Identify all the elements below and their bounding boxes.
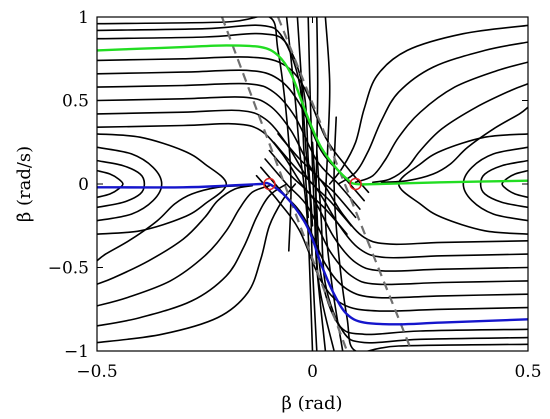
y-tick-label: 0 (78, 175, 89, 195)
trajectory-line (285, 17, 314, 351)
trajectory-line (380, 106, 528, 184)
trajectory-line (97, 109, 353, 227)
trajectory-line (97, 184, 245, 262)
trajectory-line (97, 17, 292, 252)
trajectory-line (268, 149, 528, 272)
trajectory-line (97, 82, 361, 210)
trajectory-line (315, 17, 335, 351)
x-tick-label: −0.5 (76, 362, 117, 382)
trajectory-line (272, 141, 528, 259)
x-tick-label: 0 (307, 362, 318, 382)
saddle-point-marker (263, 177, 276, 191)
green-manifold-curve (97, 44, 528, 186)
x-axis-label: β (rad) (281, 393, 342, 414)
trajectory-line (97, 32, 314, 227)
blue-manifold-curve (97, 181, 528, 326)
trajectory-line (372, 83, 528, 184)
trajectory-line (97, 184, 253, 285)
trajectory-line (97, 183, 297, 344)
trajectory-layer (97, 17, 528, 351)
trajectory-line (97, 183, 288, 327)
y-axis-label: β̇ (rad/s) (14, 146, 35, 222)
tick-layer: −0.5 0 0.5−1−0.500.51 (48, 8, 542, 382)
manifold-curve-layer (97, 44, 528, 326)
trajectory-line (501, 169, 528, 199)
saddle-marker-layer (263, 177, 362, 191)
trajectory-line (337, 41, 528, 185)
trajectory-line (462, 146, 528, 222)
trajectory-line (97, 169, 124, 199)
trajectory-line (97, 96, 357, 219)
trajectory-line (264, 158, 528, 286)
trajectory-line (97, 133, 228, 235)
trajectory-line (97, 24, 309, 219)
y-tick-label: 0.5 (62, 92, 89, 112)
trajectory-line (255, 174, 528, 312)
trajectory-line (316, 149, 528, 344)
trajectory-line (328, 24, 528, 185)
trajectory-line (97, 159, 146, 209)
trajectory-line (354, 61, 528, 184)
y-tick-label: −0.5 (48, 259, 89, 279)
trajectory-line (333, 116, 528, 351)
trajectory-line (97, 184, 271, 307)
trajectory-line (277, 133, 528, 246)
saddle-point-marker (349, 177, 362, 191)
trajectory-line (97, 146, 163, 222)
y-tick-label: −1 (64, 342, 89, 362)
trajectory-line (97, 56, 370, 194)
y-tick-label: 1 (78, 8, 89, 28)
trajectory-line (479, 159, 528, 209)
trajectory-line (97, 122, 348, 235)
x-tick-label: 0.5 (514, 362, 541, 382)
